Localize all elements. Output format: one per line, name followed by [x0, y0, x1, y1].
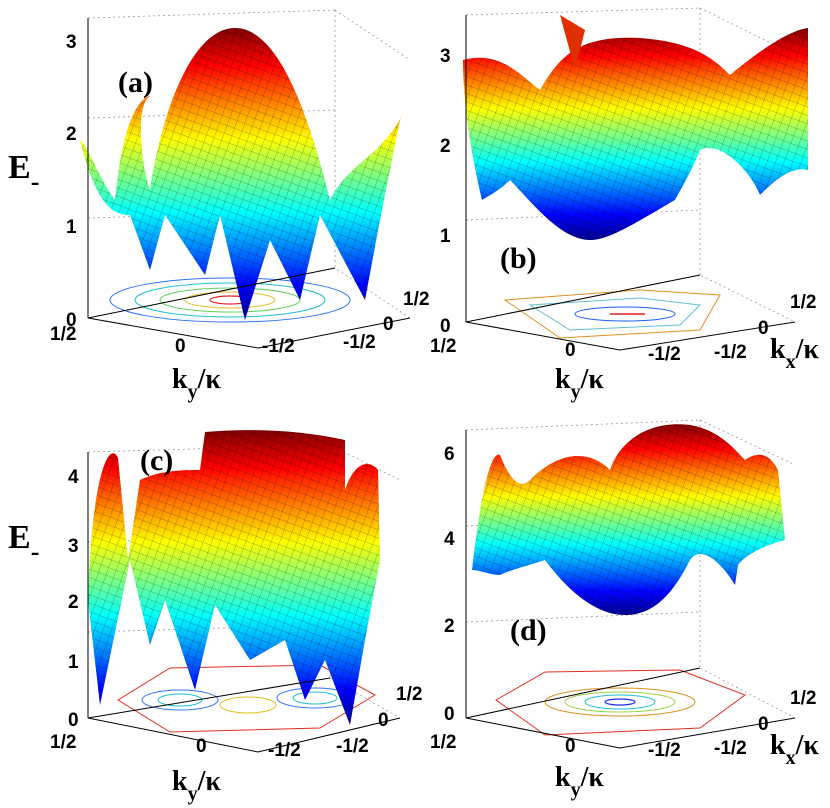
- panel-d-ztick: 6: [444, 444, 455, 465]
- panel-a-surface: [80, 28, 405, 320]
- panel-d-xlabel: ky/κ: [555, 762, 604, 801]
- panel-a-xtick: 0: [175, 336, 186, 357]
- panel-a-ztick: 1: [66, 217, 77, 238]
- panel-d-ytick: 0: [758, 714, 769, 735]
- panel-b-ytick: 0: [758, 318, 769, 339]
- panel-d-ytick: 1/2: [790, 688, 816, 709]
- panel-a-xtick: 1/2: [50, 324, 76, 345]
- panel-c-zlabel: E-: [8, 519, 39, 566]
- panel-d-xtick: 0: [565, 736, 576, 757]
- panel-c-ztick: 4: [68, 467, 79, 488]
- panel-b-ztick: 0: [440, 316, 451, 337]
- panel-a-xlabel: ky/κ: [172, 364, 221, 403]
- panel-b-ztick: 1: [440, 226, 451, 247]
- panel-d-surface: [472, 424, 785, 615]
- panel-a-label: (a): [118, 66, 153, 99]
- panel-c-xtick: 0: [196, 736, 207, 757]
- panel-c-ytick: -1/2: [336, 736, 369, 757]
- panel-d-box: [465, 430, 796, 749]
- panel-b-ytick: 1/2: [790, 292, 816, 313]
- panel-a-xtick: -1/2: [262, 336, 295, 357]
- panel-c-xlabel: ky/κ: [172, 766, 221, 805]
- panel-c-surface: [88, 430, 380, 725]
- panel-c-ytick: 0: [378, 710, 389, 731]
- panel-b-xtick: 0: [565, 340, 576, 361]
- panel-d: 6 4 2 0 1/2 0 -1/2 -1/2 0 1/2 (d) ky/κ k…: [430, 419, 819, 801]
- panel-c-box: [87, 452, 401, 753]
- panel-b-ytick: -1/2: [714, 342, 747, 363]
- panel-d-label: (d): [510, 614, 547, 647]
- panel-b-label: (b): [500, 242, 537, 275]
- panel-b-ztick: 2: [440, 136, 451, 157]
- panel-a-ztick: 3: [66, 32, 77, 53]
- panel-a: 3 2 1 0 1/2 0 -1/2 -1/2 0 1/2 (a) E- ky/…: [8, 9, 429, 403]
- panel-d-ztick: 2: [444, 616, 455, 637]
- panel-c-xtick: -1/2: [268, 740, 301, 761]
- panel-b-ztick: 3: [440, 46, 451, 67]
- panel-d-ylabel: kx/κ: [770, 730, 819, 769]
- panel-c-ytick: 1/2: [396, 684, 422, 705]
- panel-a-ztick: 2: [66, 124, 77, 145]
- panel-d-ztick: 4: [444, 529, 455, 550]
- panel-b-ylabel: kx/κ: [770, 334, 819, 373]
- panel-a-box: [87, 18, 411, 349]
- panel-c-xtick: 1/2: [50, 732, 76, 753]
- panel-d-contours: [495, 669, 747, 736]
- panel-b-xlabel: ky/κ: [555, 364, 604, 403]
- panel-d-xtick: 1/2: [430, 732, 456, 753]
- panel-b-xtick: 1/2: [430, 336, 456, 357]
- panel-a-zlabel: E-: [8, 149, 39, 196]
- panel-b-surface: [463, 15, 808, 240]
- panel-b-xtick: -1/2: [648, 344, 681, 365]
- panel-b-box: [465, 15, 796, 351]
- panel-a-ytick: -1/2: [343, 332, 376, 353]
- panel-c-label: (c): [140, 444, 173, 477]
- panel-c: 4 3 2 1 0 1/2 0 -1/2 -1/2 0 1/2 (c) E- k…: [8, 430, 422, 805]
- panel-d-xtick: -1/2: [648, 740, 681, 761]
- panel-c-ztick: 0: [68, 710, 79, 731]
- panel-c-ztick: 3: [68, 536, 79, 557]
- panel-d-ztick: 0: [444, 704, 455, 725]
- panel-a-ytick: 0: [383, 314, 394, 335]
- panel-a-contours: [109, 277, 351, 323]
- panel-c-ztick: 2: [68, 592, 79, 613]
- panel-b-contours: [503, 289, 721, 339]
- panel-c-ztick: 1: [68, 652, 79, 673]
- panel-a-ztick: 0: [66, 310, 77, 331]
- panel-a-ytick: 1/2: [403, 289, 429, 310]
- panel-b: 3 2 1 0 1/2 0 -1/2 -1/2 0 1/2 (b) ky/κ k…: [430, 7, 819, 403]
- panel-d-ytick: -1/2: [714, 738, 747, 759]
